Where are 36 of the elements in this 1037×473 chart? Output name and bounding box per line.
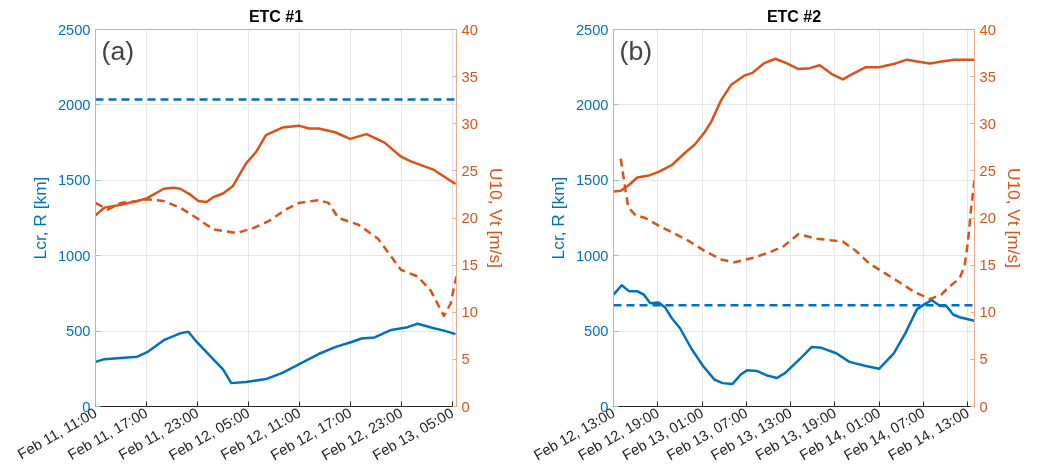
y2-tick-label: 20 bbox=[979, 210, 996, 226]
y2-tick-label: 25 bbox=[461, 162, 478, 179]
y2-tick-label: 15 bbox=[461, 257, 478, 274]
y-tick-label: 1500 bbox=[57, 172, 91, 189]
y2-tick-label: 0 bbox=[979, 398, 988, 415]
y2-tick-label: 15 bbox=[979, 257, 996, 274]
chart-title: ETC #2 bbox=[766, 7, 822, 25]
y2-tick-label: 0 bbox=[461, 398, 470, 415]
y2-tick-label: 35 bbox=[979, 68, 996, 85]
y-tick-label: 2500 bbox=[57, 21, 91, 38]
y2-tick-label: 30 bbox=[979, 115, 996, 132]
y2-tick-label: 35 bbox=[461, 68, 478, 85]
chart-title: ETC #1 bbox=[248, 7, 304, 25]
y2-tick-label: 40 bbox=[979, 21, 996, 38]
y-axis-title: Lcr, R [km] bbox=[29, 176, 50, 260]
y2-axis-title: U10, Vt [m/s] bbox=[1003, 167, 1024, 269]
y2-axis-title: U10, Vt [m/s] bbox=[485, 167, 506, 269]
y-tick-label: 1500 bbox=[575, 172, 609, 189]
y2-tick-label: 5 bbox=[979, 351, 988, 368]
y2-tick-label: 30 bbox=[461, 115, 478, 132]
y-tick-label: 2000 bbox=[575, 96, 609, 113]
y-tick-label: 1000 bbox=[57, 247, 91, 264]
y-tick-label: 2000 bbox=[57, 96, 91, 113]
y2-tick-label: 20 bbox=[461, 210, 478, 226]
y-tick-label: 2500 bbox=[575, 21, 609, 38]
y2-tick-label: 5 bbox=[461, 351, 470, 368]
y-tick-label: 1000 bbox=[575, 247, 609, 264]
y2-tick-label: 40 bbox=[461, 21, 478, 38]
y-axis-title: Lcr, R [km] bbox=[547, 176, 568, 260]
y-tick-label: 500 bbox=[584, 323, 609, 340]
annotation: (a) bbox=[101, 35, 135, 66]
annotation: (b) bbox=[619, 35, 653, 66]
y2-tick-label: 10 bbox=[979, 304, 996, 321]
y2-tick-label: 10 bbox=[461, 304, 478, 321]
y-tick-label: 500 bbox=[66, 323, 91, 340]
y2-tick-label: 25 bbox=[979, 162, 996, 179]
